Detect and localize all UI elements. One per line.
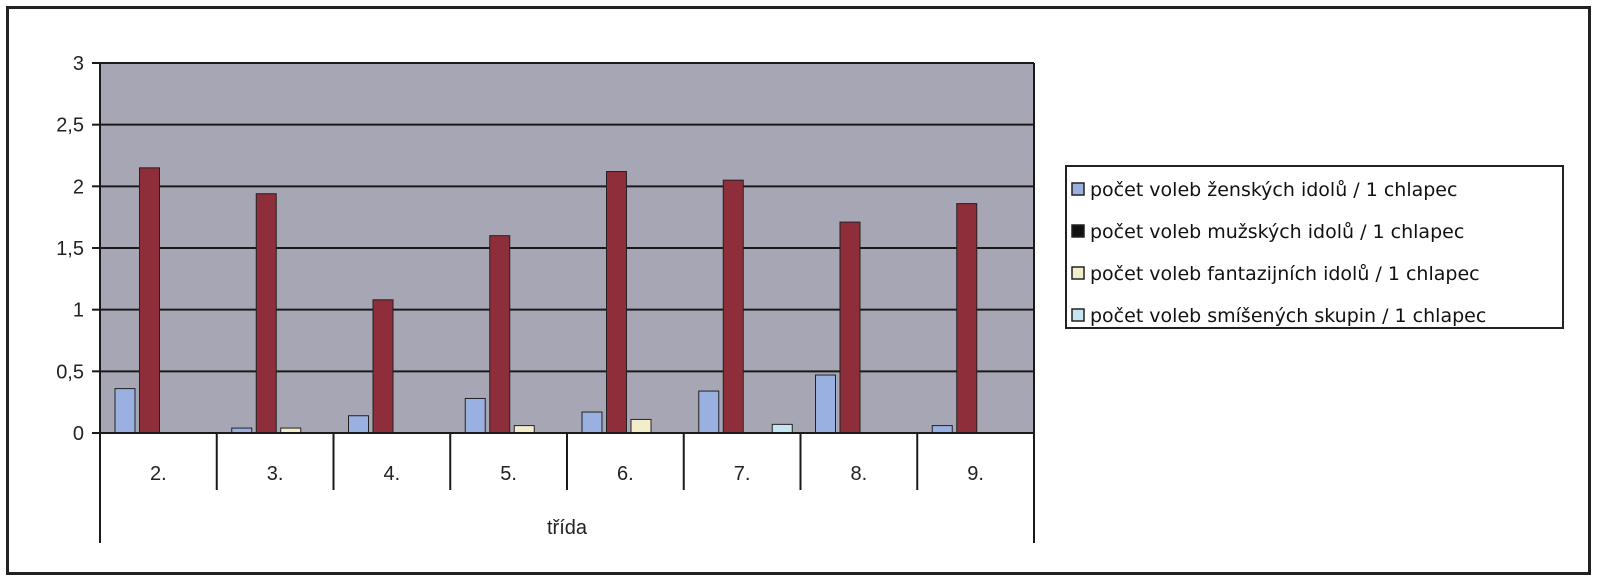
x-axis-title: třída [547, 517, 588, 539]
legend-label-3: počet voleb fantazijních idolů / 1 chlap… [1090, 263, 1480, 285]
bar-series1-cat1 [114, 388, 136, 434]
legend-box [1065, 165, 1564, 329]
bar-series1-cat4 [464, 397, 486, 434]
legend-label-1: počet voleb ženských idolů / 1 chlapec [1090, 179, 1457, 201]
y-axis-ticks: 0 0,5 1 1,5 2 2,5 3 [56, 53, 101, 445]
y-tick-label-2: 1 [73, 300, 84, 322]
bar-series3-cat5 [630, 418, 652, 434]
category-label-7: 9. [967, 463, 984, 485]
bar-series2-cat4 [489, 235, 511, 434]
legend: počet voleb ženských idolů / 1 chlapec po… [1065, 165, 1564, 329]
category-label-4: 6. [617, 463, 634, 485]
legend-label-4: počet voleb smíšených skupin / 1 chlapec [1090, 305, 1486, 327]
bar-series4-cat6 [771, 423, 793, 434]
category-label-3: 5. [500, 463, 517, 485]
x-axis: 2. 3. 4. 5. 6. 7. 8. 9. [99, 63, 1035, 543]
bar-series2-cat6 [722, 179, 744, 434]
bar-series1-cat5 [581, 411, 603, 434]
bar-series3-cat4 [513, 425, 535, 434]
bar-series2-cat5 [606, 171, 627, 434]
category-label-1: 3. [267, 463, 284, 485]
bar-series2-cat8 [956, 203, 978, 434]
legend-swatch-2 [1071, 224, 1085, 238]
bar-series2-cat3 [372, 299, 394, 434]
bar-series2-cat2 [255, 193, 277, 434]
y-tick-label-5: 2,5 [56, 115, 84, 137]
bar-series2-cat1 [139, 167, 160, 434]
category-label-5: 7. [734, 463, 751, 485]
legend-swatch-4 [1071, 308, 1085, 322]
bar-series2-cat7 [839, 221, 861, 434]
y-tick-label-6: 3 [73, 53, 84, 75]
y-tick-label-4: 2 [73, 176, 84, 198]
category-label-0: 2. [150, 463, 167, 485]
category-label-6: 8. [851, 463, 868, 485]
y-tick-label-1: 0,5 [56, 361, 84, 383]
bar-series1-cat8 [931, 425, 953, 434]
category-label-2: 4. [384, 463, 401, 485]
bar-series1-cat3 [348, 415, 369, 434]
y-tick-label-0: 0 [73, 423, 84, 445]
gridlines [100, 62, 1034, 373]
bar-series1-cat6 [698, 390, 720, 434]
legend-swatch-3 [1071, 266, 1085, 280]
y-tick-label-3: 1,5 [56, 238, 84, 260]
bar-series1-cat7 [815, 374, 836, 434]
legend-swatch-1 [1071, 182, 1085, 196]
legend-label-2: počet voleb mužských idolů / 1 chlapec [1090, 221, 1464, 243]
